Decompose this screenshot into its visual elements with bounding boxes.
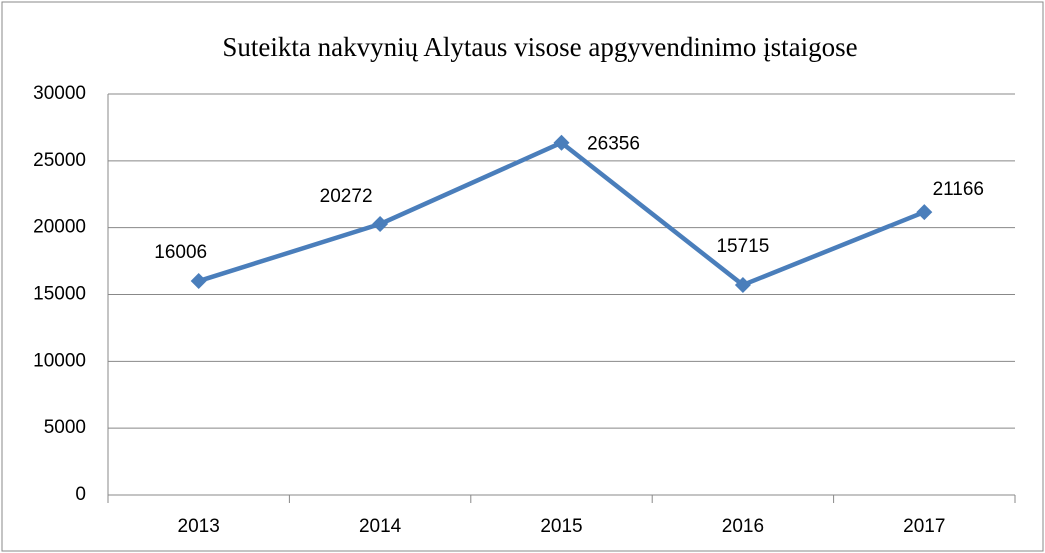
marker (553, 134, 570, 151)
data-label: 15715 (716, 236, 769, 257)
data-label: 21166 (933, 179, 984, 200)
x-tick-label: 2015 (540, 516, 582, 537)
y-tick-label: 0 (75, 484, 86, 505)
data-label: 16006 (154, 242, 207, 263)
data-label: 20272 (320, 186, 373, 207)
x-tick-label: 2014 (359, 516, 402, 537)
x-tick-label: 2013 (178, 516, 220, 537)
marker (372, 216, 389, 233)
y-tick-label: 30000 (33, 83, 86, 104)
y-tick-label: 15000 (33, 284, 86, 305)
y-tick-label: 5000 (44, 417, 86, 438)
data-label: 26356 (587, 134, 640, 155)
marker (916, 204, 933, 221)
marker (734, 276, 751, 293)
chart-title: Suteikta nakvynių Alytaus visose apgyven… (222, 32, 857, 62)
x-tick-label: 2017 (903, 516, 945, 537)
y-tick-label: 20000 (33, 217, 86, 238)
y-tick-label: 25000 (33, 150, 86, 171)
y-tick-label: 10000 (33, 350, 86, 371)
marker (190, 273, 207, 290)
x-tick-label: 2016 (722, 516, 764, 537)
